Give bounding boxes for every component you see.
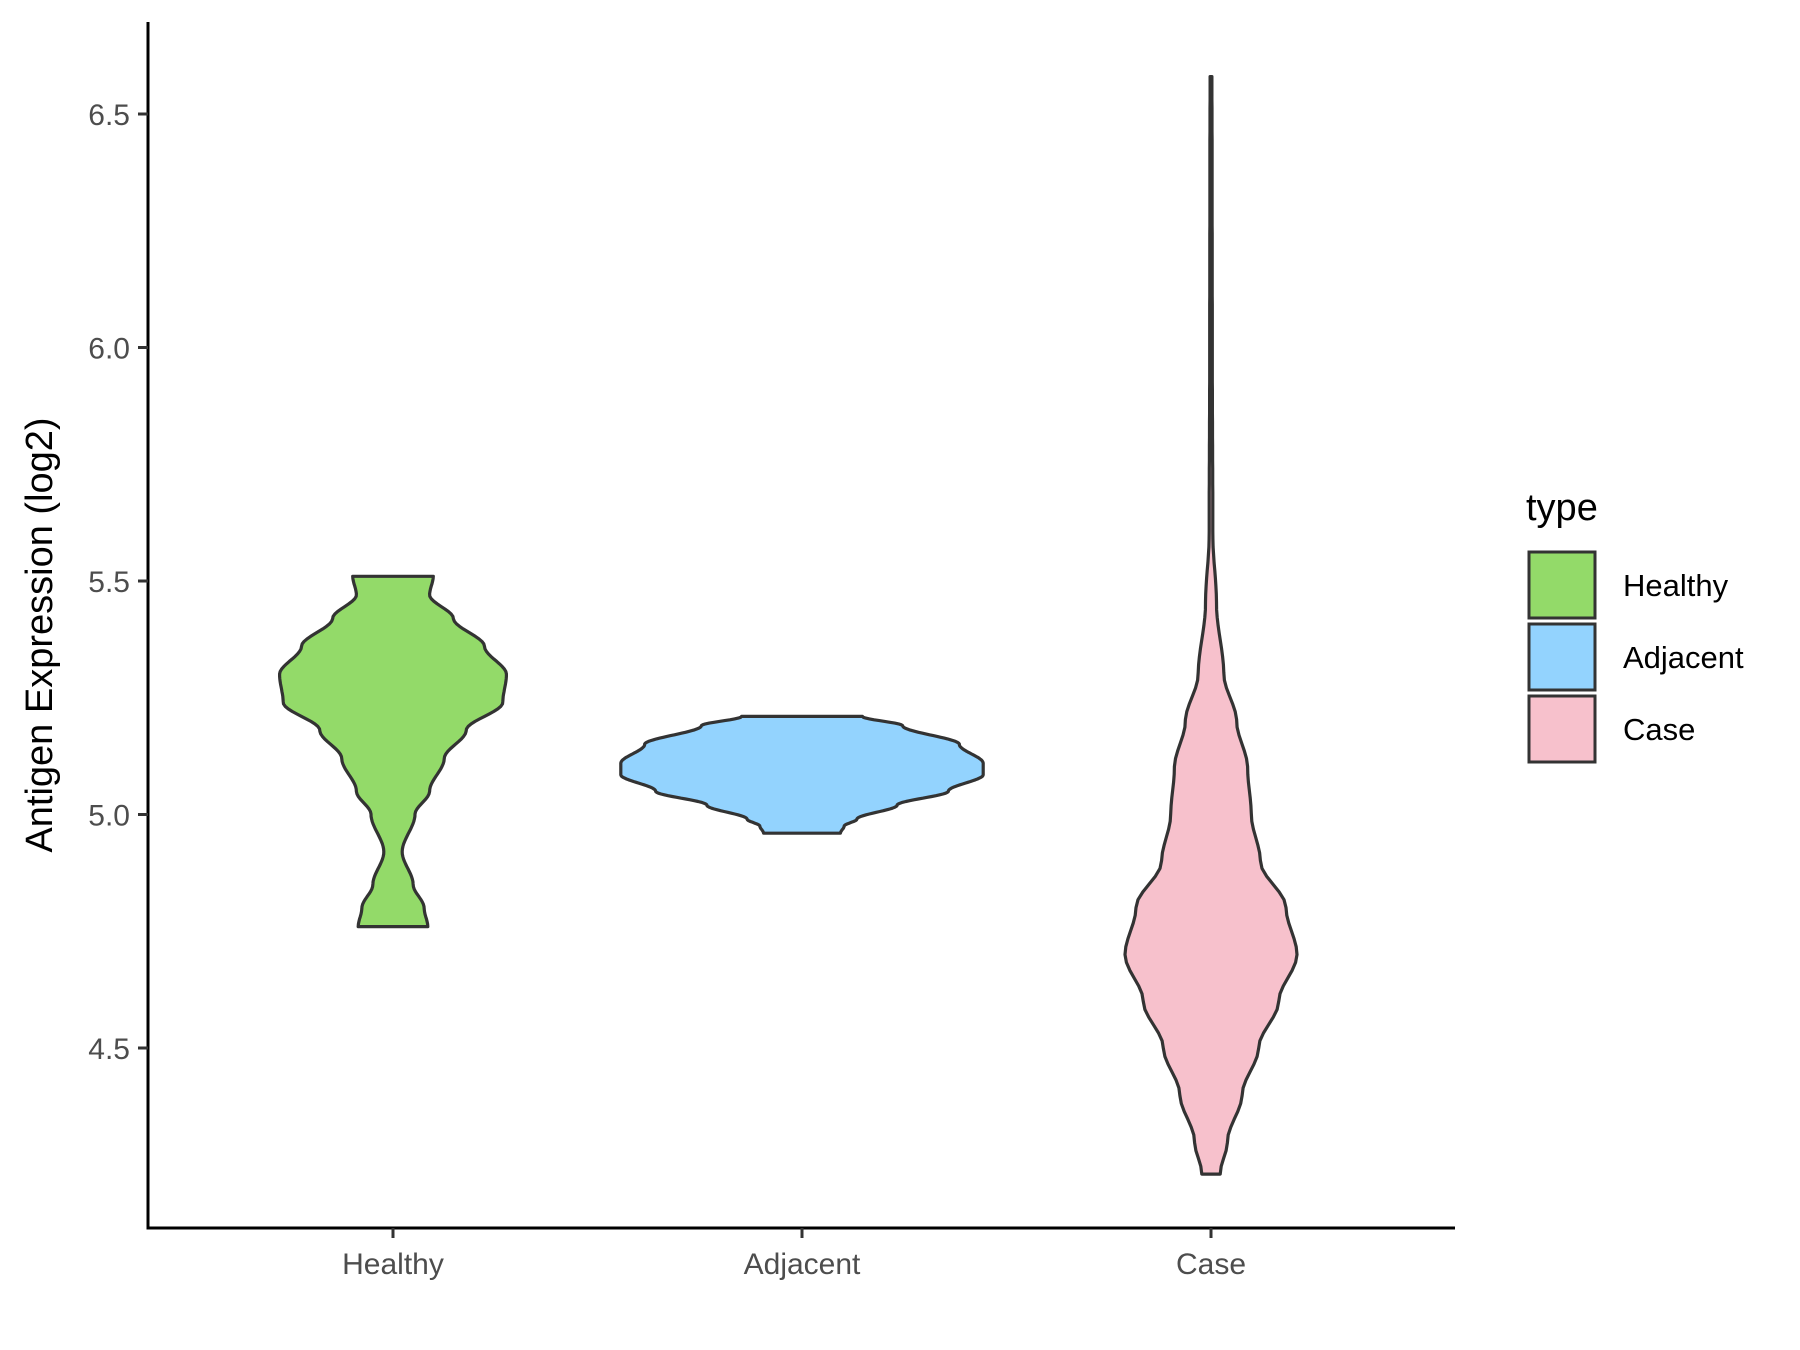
legend-label-case: Case bbox=[1623, 712, 1695, 747]
y-tick-label: 6.5 bbox=[88, 99, 130, 132]
y-tick-label: 6.0 bbox=[88, 333, 130, 366]
y-axis-ticks: 4.5 5.0 5.5 6.0 6.5 bbox=[88, 99, 148, 1066]
y-tick-label: 5.0 bbox=[88, 800, 130, 833]
y-axis-title: Antigen Expression (log2) bbox=[19, 417, 61, 852]
legend-key-case bbox=[1527, 694, 1597, 764]
legend-key-healthy bbox=[1527, 550, 1597, 620]
violin-healthy bbox=[278, 574, 508, 929]
x-tick-label: Case bbox=[1176, 1248, 1246, 1281]
x-axis-ticks: Healthy Adjacent Case bbox=[342, 1228, 1246, 1281]
x-tick-label: Healthy bbox=[342, 1248, 444, 1281]
violin-adjacent bbox=[619, 714, 985, 835]
x-tick-label: Adjacent bbox=[744, 1248, 861, 1281]
legend-title: type bbox=[1526, 487, 1598, 529]
y-tick-label: 5.5 bbox=[88, 566, 130, 599]
legend: type Healthy Adjacent Case bbox=[1526, 487, 1744, 764]
violin-case bbox=[1123, 75, 1299, 1176]
legend-label-adjacent: Adjacent bbox=[1623, 640, 1744, 675]
legend-label-healthy: Healthy bbox=[1623, 568, 1729, 603]
plot-area bbox=[278, 75, 1299, 1176]
legend-key-adjacent bbox=[1527, 622, 1597, 692]
y-tick-label: 4.5 bbox=[88, 1033, 130, 1066]
